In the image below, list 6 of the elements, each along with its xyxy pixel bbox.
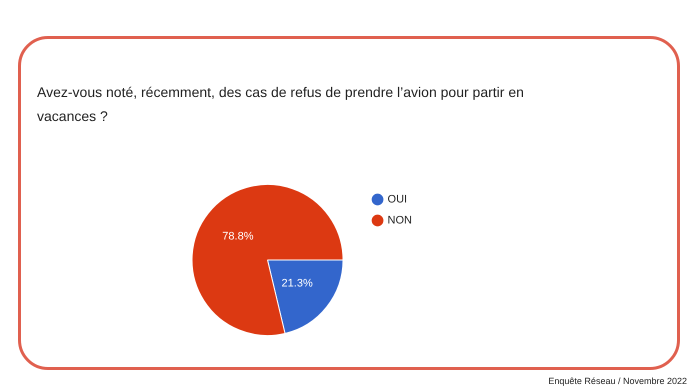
data-label: 78.8% (222, 230, 254, 243)
legend-label: NON (388, 214, 412, 227)
chart-title: Avez-vous noté, récemment, des cas de refus de prendre l’avion pour partir en vacances ? (37, 83, 525, 126)
data-label: 21.3% (282, 277, 313, 290)
text: Enquête Réseau / Novembre 2022 (548, 376, 687, 386)
legend-label: OUI (388, 194, 408, 206)
